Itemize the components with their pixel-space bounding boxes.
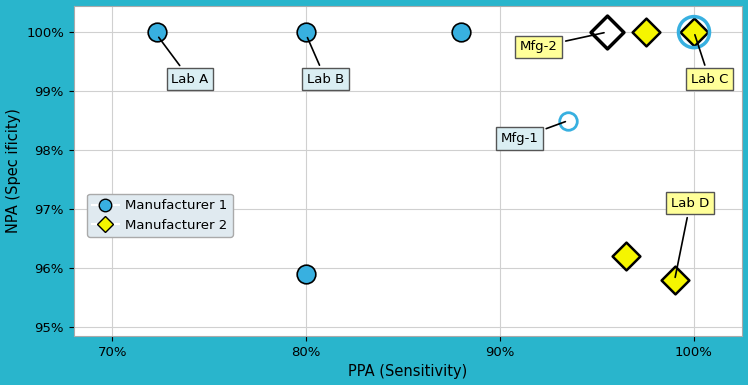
Legend: Manufacturer 1, Manufacturer 2: Manufacturer 1, Manufacturer 2 xyxy=(87,194,233,237)
Text: Mfg-1: Mfg-1 xyxy=(500,122,565,145)
Point xyxy=(151,29,163,35)
Point xyxy=(620,253,632,259)
Text: Mfg-2: Mfg-2 xyxy=(520,33,604,54)
Point xyxy=(562,117,574,124)
Point xyxy=(640,29,652,35)
Y-axis label: NPA (Spec ificity): NPA (Spec ificity) xyxy=(5,109,20,233)
Point xyxy=(456,29,468,35)
Point xyxy=(601,29,613,35)
X-axis label: PPA (Sensitivity): PPA (Sensitivity) xyxy=(349,365,468,380)
Point xyxy=(301,271,313,277)
Point xyxy=(301,29,313,35)
Point xyxy=(688,29,700,35)
Text: Lab D: Lab D xyxy=(671,197,709,277)
Point xyxy=(688,29,700,35)
Point xyxy=(669,277,681,283)
Text: Lab C: Lab C xyxy=(691,35,729,86)
Text: Lab B: Lab B xyxy=(307,38,344,86)
Text: Lab A: Lab A xyxy=(159,37,209,86)
Point xyxy=(688,29,700,35)
